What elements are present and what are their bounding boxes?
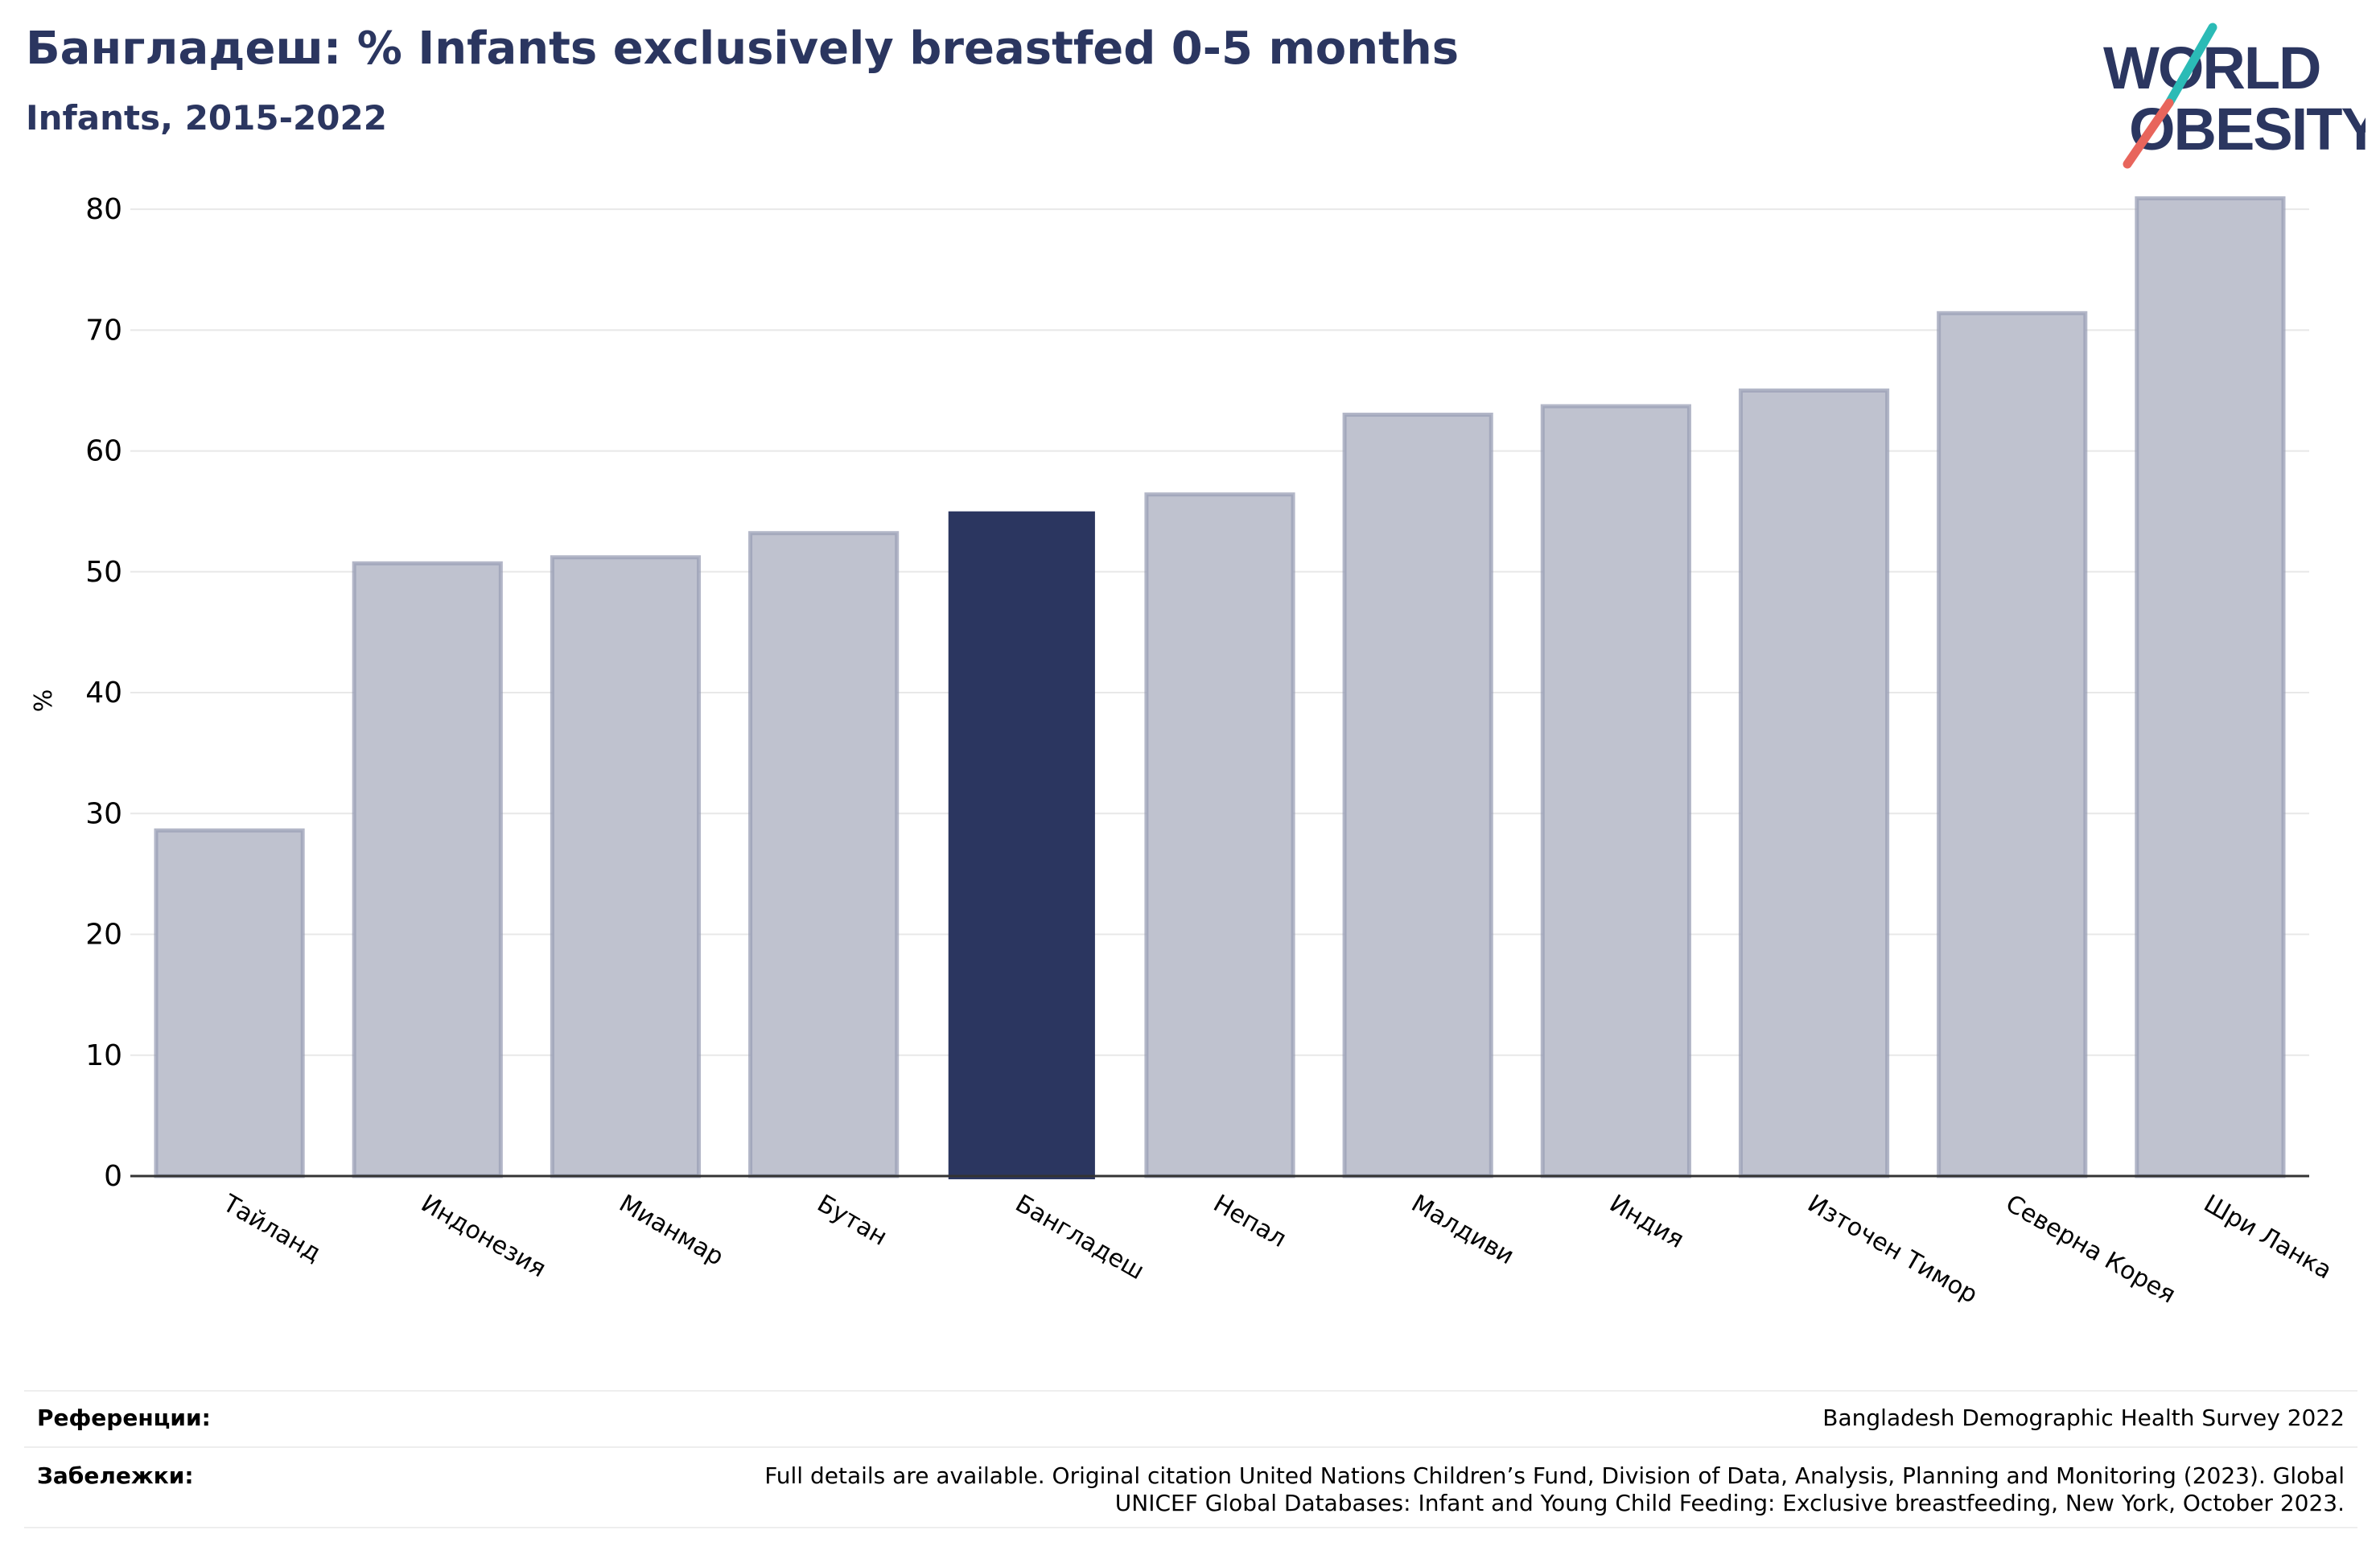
y-tick-label: 50 xyxy=(85,556,122,589)
chart-subtitle: Infants, 2015-2022 xyxy=(26,98,387,138)
logo-word-world: WORLD xyxy=(2103,35,2320,101)
bar-2 xyxy=(352,561,503,1178)
bar-11 xyxy=(2135,196,2286,1178)
x-tick-label: Бангладеш xyxy=(1011,1190,1149,1286)
bar-chart: 0 10 20 30 40 50 60 70 80 Тайланд Индонезия Мианмар… xyxy=(30,193,2337,1310)
y-tick-label: 20 xyxy=(85,919,122,952)
x-tick-label: Мианмар xyxy=(614,1190,728,1272)
x-tick-label: Непал xyxy=(1209,1190,1291,1253)
x-tick-label: Индия xyxy=(1604,1190,1688,1254)
y-tick-label: 30 xyxy=(85,797,122,830)
bar-7 xyxy=(1342,413,1493,1178)
bar-10 xyxy=(1937,311,2088,1178)
bar-5 xyxy=(948,511,1095,1179)
bar-1 xyxy=(154,828,305,1178)
bar-9 xyxy=(1738,388,1890,1178)
x-tick-label: Северна Корея xyxy=(2001,1190,2180,1310)
notes-label: Забележки: xyxy=(37,1462,194,1489)
x-tick-label: Шри Ланка xyxy=(2199,1190,2337,1285)
bar-4 xyxy=(748,531,900,1178)
bar-8 xyxy=(1540,404,1691,1178)
logo-slash-bottom xyxy=(2123,98,2174,169)
bar-3 xyxy=(550,555,702,1178)
x-tick-label: Източен Тимор xyxy=(1803,1190,1983,1310)
y-tick-label: 10 xyxy=(85,1039,122,1072)
x-tick-label: Малдиви xyxy=(1406,1190,1518,1271)
y-axis-label: % xyxy=(30,689,58,713)
footer-divider-bottom xyxy=(24,1527,2357,1528)
notes-line-2: UNICEF Global Databases: Infant and Youn… xyxy=(1114,1490,2345,1516)
notes-text: Full details are available. Original cit… xyxy=(764,1462,2345,1517)
y-tick-label: 80 xyxy=(85,193,122,226)
footer-divider-middle xyxy=(24,1446,2357,1448)
footer-divider-top xyxy=(24,1390,2357,1392)
y-tick-label: 70 xyxy=(85,314,122,347)
bars xyxy=(154,196,2286,1179)
y-tick-label: 40 xyxy=(85,677,122,709)
world-obesity-logo: WORLD OBESITY xyxy=(2103,23,2366,169)
references-text: Bangladesh Demographic Health Survey 202… xyxy=(1822,1405,2345,1431)
references-label: Референции: xyxy=(37,1405,211,1431)
x-tick-label: Бутан xyxy=(813,1190,892,1252)
y-tick-label: 0 xyxy=(104,1160,122,1193)
logo-slash-top xyxy=(2164,23,2217,108)
bar-6 xyxy=(1144,492,1295,1178)
y-tick-label: 60 xyxy=(85,435,122,468)
notes-line-1: Full details are available. Original cit… xyxy=(764,1462,2345,1489)
x-tick-label: Индонезия xyxy=(416,1190,550,1284)
x-tick-label: Тайланд xyxy=(217,1189,326,1268)
chart-title: Бангладеш: % Infants exclusively breastf… xyxy=(26,23,1460,75)
